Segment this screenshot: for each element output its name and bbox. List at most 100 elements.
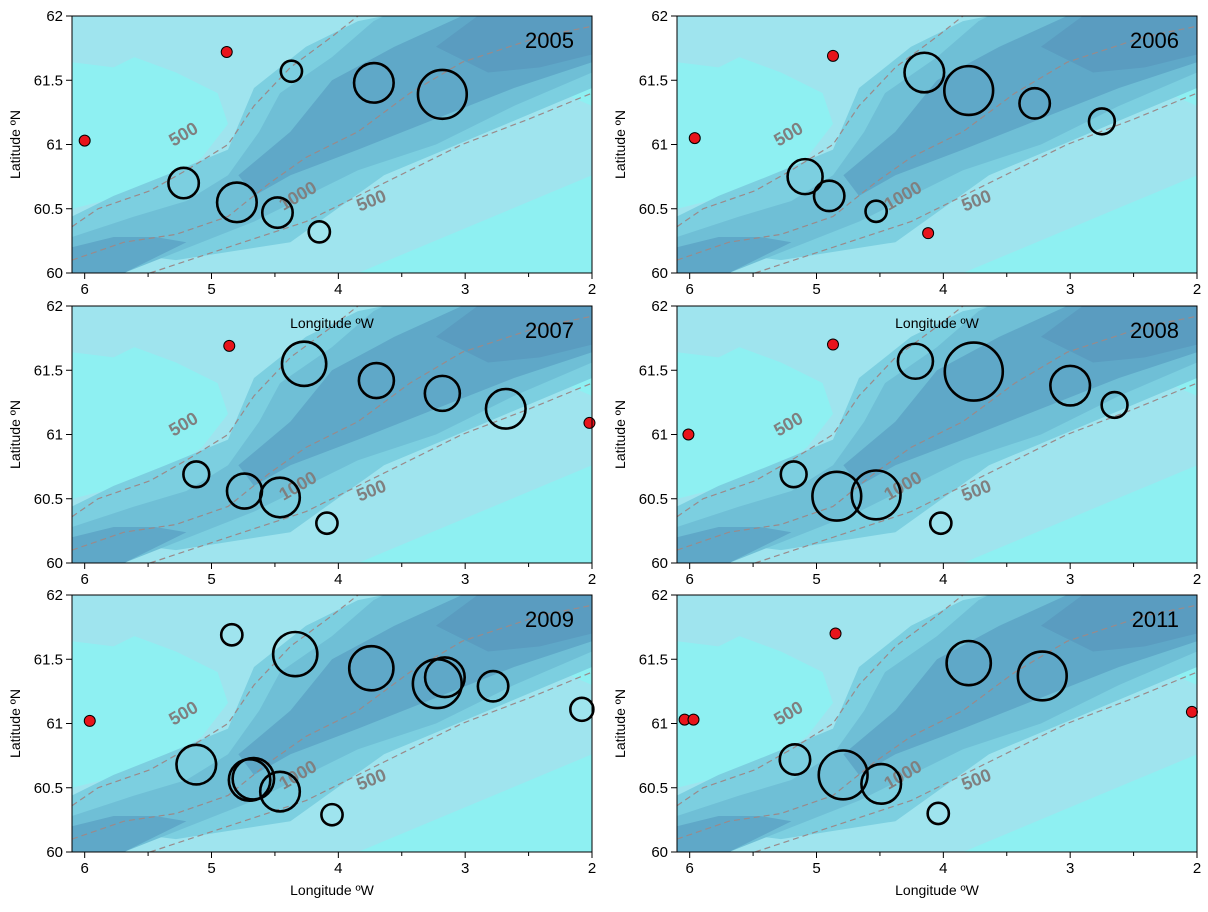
x-tick-label: 2 xyxy=(588,281,596,298)
abundance-circle xyxy=(258,476,302,519)
depth-contour xyxy=(677,25,1197,261)
depth-band xyxy=(677,816,792,852)
y-tick-label: 62 xyxy=(651,587,668,604)
y-axis-title: Latitude ºN xyxy=(7,689,23,758)
abundance-circle xyxy=(231,756,276,801)
y-tick-label: 62 xyxy=(46,8,63,25)
abundance-circle xyxy=(817,749,869,801)
abundance-circle xyxy=(219,622,244,647)
x-tick-label: 5 xyxy=(812,860,820,877)
absence-point xyxy=(583,416,596,429)
y-tick-label: 60 xyxy=(46,844,63,861)
absence-point xyxy=(687,713,700,726)
abundance-circle xyxy=(423,656,466,699)
year-label: 2009 xyxy=(525,607,574,632)
depth-contour xyxy=(72,25,592,261)
abundance-circle xyxy=(850,469,902,521)
y-tick-label: 60.5 xyxy=(639,491,668,508)
abundance-circle xyxy=(423,374,462,413)
depth-band xyxy=(436,16,592,73)
depth-contour xyxy=(754,671,1197,852)
x-tick-label: 4 xyxy=(939,860,947,877)
absence-point xyxy=(827,49,839,62)
abundance-circle xyxy=(569,696,595,723)
x-tick-label: 6 xyxy=(686,281,694,298)
abundance-circle xyxy=(182,460,211,489)
abundance-circle xyxy=(1087,107,1117,136)
x-tick-label: 3 xyxy=(461,571,469,588)
depth-contour xyxy=(677,16,964,228)
abundance-circle xyxy=(260,196,294,230)
abundance-circle xyxy=(307,219,332,244)
abundance-circle xyxy=(1018,86,1052,120)
abundance-circle xyxy=(476,669,510,703)
x-tick-label: 2 xyxy=(1193,860,1201,877)
x-tick-label: 5 xyxy=(207,281,215,298)
x-tick-label: 2 xyxy=(1193,281,1201,298)
year-label: 2008 xyxy=(1130,318,1179,343)
abundance-circle xyxy=(926,801,951,826)
x-tick-label: 4 xyxy=(939,281,947,298)
x-tick-label: 4 xyxy=(334,860,342,877)
abundance-circle xyxy=(812,179,846,213)
y-tick-label: 62 xyxy=(46,298,63,315)
y-tick-label: 61.5 xyxy=(34,651,63,668)
y-tick-label: 61.5 xyxy=(34,362,63,379)
year-label: 2011 xyxy=(1132,607,1179,632)
depth-contour xyxy=(677,315,1197,551)
x-tick-label: 2 xyxy=(588,571,596,588)
absence-point xyxy=(829,627,842,640)
x-tick-label: 2 xyxy=(1193,571,1201,588)
x-axis-title: Longitude ºW xyxy=(290,315,375,331)
depth-band xyxy=(436,306,592,363)
abundance-circle xyxy=(786,157,824,196)
y-tick-label: 62 xyxy=(651,298,668,315)
abundance-circle xyxy=(778,742,812,776)
y-axis-title: Latitude ºN xyxy=(7,110,23,179)
depth-contour xyxy=(72,306,359,518)
abundance-circle xyxy=(943,64,995,117)
depth-contour xyxy=(149,671,592,852)
abundance-circle xyxy=(864,199,889,224)
x-tick-label: 3 xyxy=(1066,281,1074,298)
abundance-circle xyxy=(811,470,863,522)
x-tick-label: 3 xyxy=(461,860,469,877)
abundance-circle xyxy=(271,630,319,678)
depth-band xyxy=(1041,595,1197,652)
abundance-circle xyxy=(315,511,339,536)
depth-contour xyxy=(72,315,592,551)
abundance-circle xyxy=(357,361,396,400)
y-axis-title: Latitude ºN xyxy=(612,689,628,758)
x-tick-label: 6 xyxy=(686,571,694,588)
absence-point xyxy=(83,714,96,727)
y-tick-label: 60.5 xyxy=(34,780,63,797)
x-axis-title: Longitude ºW xyxy=(895,882,980,898)
depth-contour xyxy=(754,92,1197,273)
x-tick-label: 6 xyxy=(686,860,694,877)
abundance-circle xyxy=(1016,650,1068,702)
y-tick-label: 61.5 xyxy=(639,72,668,89)
x-tick-label: 3 xyxy=(1066,860,1074,877)
depth-contour xyxy=(72,16,359,228)
absence-point xyxy=(1185,705,1198,718)
y-tick-label: 60 xyxy=(651,844,668,861)
depth-band xyxy=(1041,306,1197,363)
depth-band xyxy=(72,237,187,273)
abundance-circle xyxy=(347,644,395,692)
y-axis-title: Latitude ºN xyxy=(612,110,628,179)
depth-contour xyxy=(149,92,592,273)
depth-contour xyxy=(677,306,964,518)
depth-contour xyxy=(72,604,592,840)
depth-contour xyxy=(677,595,964,807)
x-tick-label: 3 xyxy=(1066,571,1074,588)
